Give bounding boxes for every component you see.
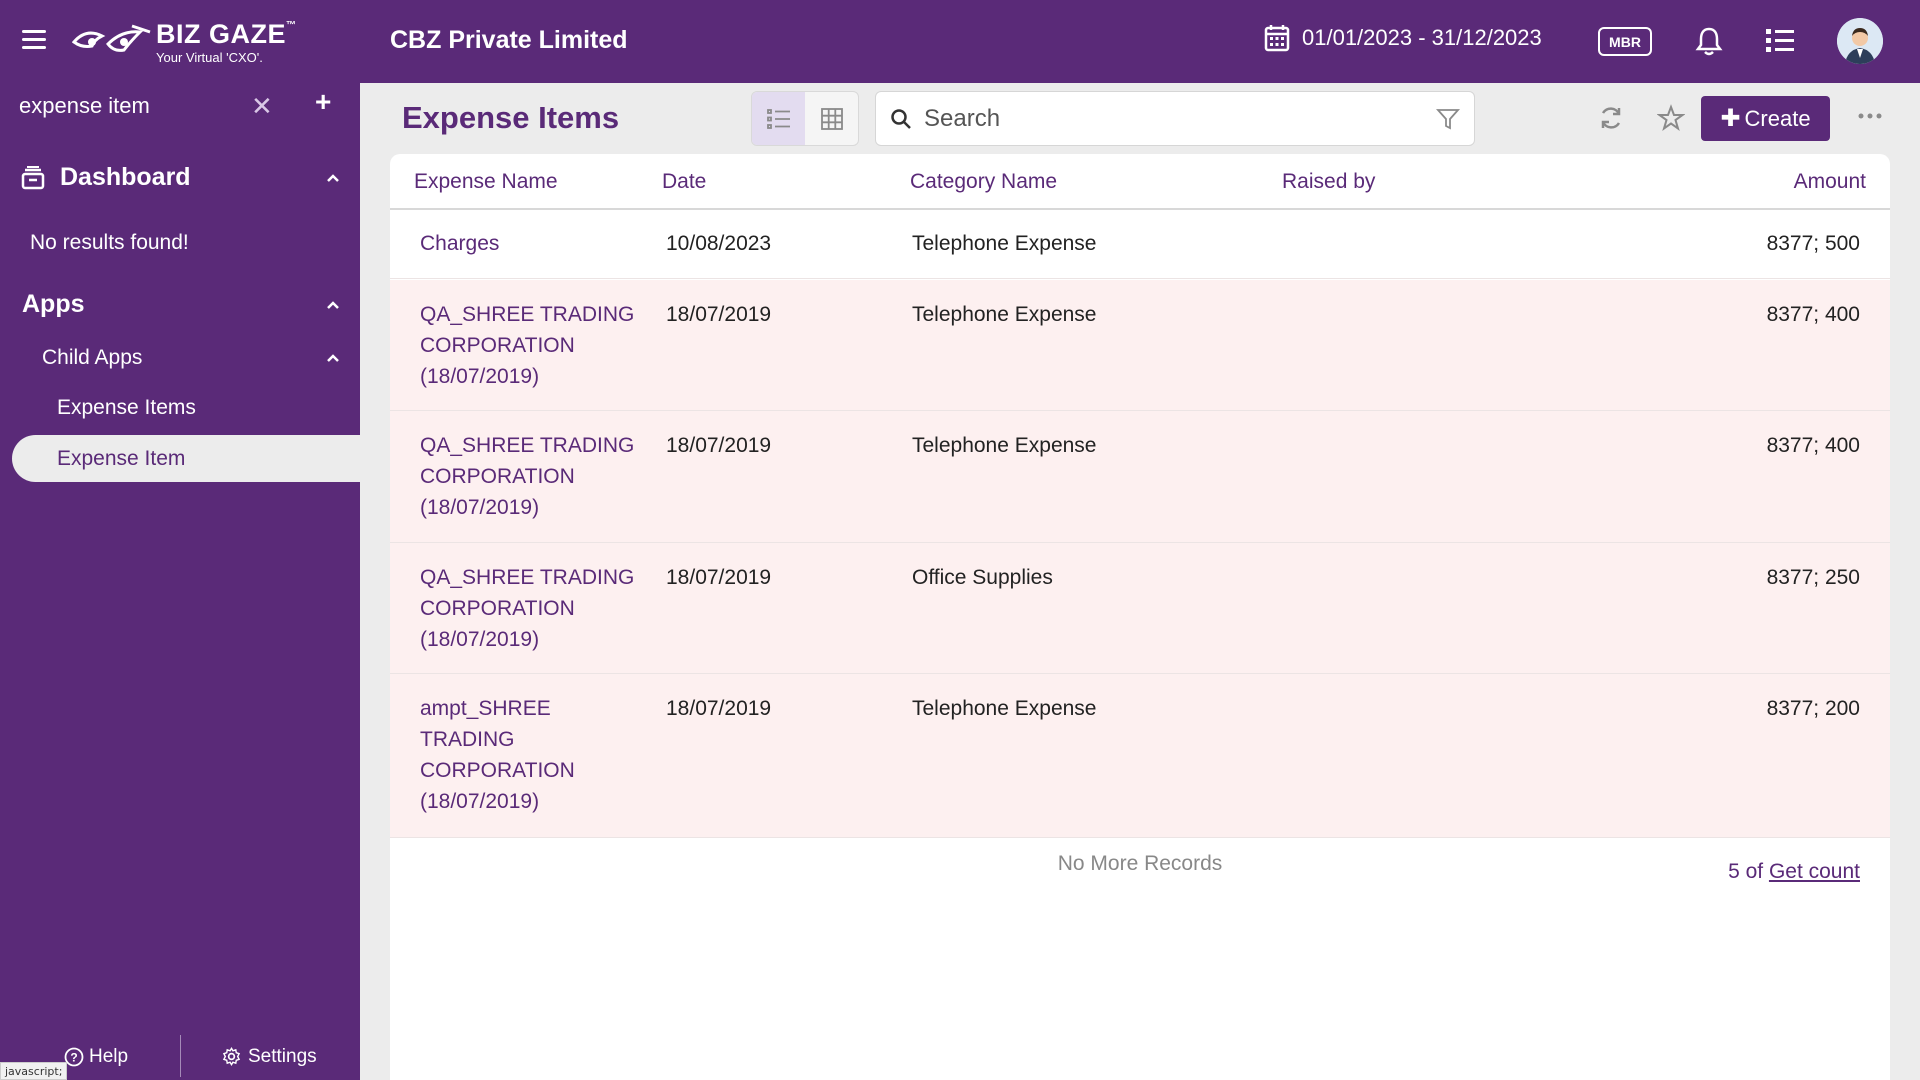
refresh-icon[interactable]	[1598, 105, 1624, 136]
company-name[interactable]: CBZ Private Limited	[390, 26, 628, 54]
hamburger-menu-icon[interactable]	[22, 28, 48, 50]
table-row[interactable]: QA_SHREE TRADING CORPORATION (18/07/2019…	[390, 543, 1890, 674]
chevron-up-icon[interactable]	[326, 353, 340, 363]
column-header-raised-by[interactable]: Raised by	[1282, 170, 1376, 193]
footer-divider	[180, 1035, 181, 1077]
plus-icon: ✚	[1720, 105, 1741, 132]
child-apps-label: Child Apps	[42, 346, 143, 369]
table-row[interactable]: Charges 10/08/2023 Telephone Expense 837…	[390, 211, 1890, 279]
amount-cell: 8377; 400	[1766, 303, 1860, 326]
category-cell: Telephone Expense	[912, 303, 1097, 326]
search-bar	[875, 91, 1475, 146]
help-label: Help	[89, 1045, 129, 1067]
chevron-up-icon[interactable]	[326, 173, 340, 183]
user-profile-icon	[1837, 18, 1883, 64]
date-cell: 10/08/2023	[666, 232, 772, 255]
filter-icon[interactable]	[1436, 107, 1460, 131]
gear-icon	[222, 1047, 241, 1066]
count-prefix: 5 of	[1728, 860, 1764, 883]
bizgaze-logo[interactable]: BIZ GAZE™ Your Virtual 'CXO'.	[72, 16, 297, 68]
settings-link[interactable]: Settings	[222, 1046, 317, 1068]
date-range-picker[interactable]: 01/01/2023 - 31/12/2023	[1264, 24, 1542, 52]
column-header-amount[interactable]: Amount	[1793, 170, 1866, 193]
top-header: BIZ GAZE™ Your Virtual 'CXO'. CBZ Privat…	[0, 0, 1920, 83]
add-icon[interactable]: +	[315, 86, 332, 117]
category-cell: Office Supplies	[912, 566, 1053, 589]
apps-label: Apps	[22, 290, 85, 318]
list-view-button[interactable]	[752, 92, 805, 145]
page-title: Expense Items	[402, 100, 620, 135]
help-circle-icon: ?	[64, 1047, 84, 1066]
column-header-expense-name[interactable]: Expense Name	[414, 170, 558, 193]
expense-name-cell[interactable]: QA_SHREE TRADING CORPORATION (18/07/2019…	[420, 303, 635, 388]
date-range-text: 01/01/2023 - 31/12/2023	[1302, 25, 1542, 50]
logo-trademark: ™	[286, 19, 297, 31]
logo-owl-icon	[72, 24, 151, 52]
more-options-icon[interactable]	[1858, 107, 1882, 125]
logo-tagline: Your Virtual 'CXO'.	[156, 49, 263, 65]
help-link[interactable]: ? Help	[64, 1046, 128, 1068]
chevron-up-icon[interactable]	[326, 300, 340, 310]
list-view-icon	[766, 108, 790, 129]
grid-view-button[interactable]	[805, 92, 858, 145]
browser-status-text: javascript;	[0, 1062, 68, 1080]
table-row[interactable]: ampt_SHREE TRADING CORPORATION (18/07/20…	[390, 674, 1890, 838]
get-count-link[interactable]: Get count	[1768, 860, 1860, 883]
table-row[interactable]: QA_SHREE TRADING CORPORATION (18/07/2019…	[390, 280, 1890, 411]
table-row[interactable]: QA_SHREE TRADING CORPORATION (18/07/2019…	[390, 411, 1890, 543]
no-results-text: No results found!	[30, 231, 189, 254]
task-list-icon[interactable]	[1766, 28, 1794, 59]
table-header: Expense Name Date Category Name Raised b…	[390, 154, 1890, 210]
date-cell: 18/07/2019	[666, 434, 772, 457]
dashboard-label: Dashboard	[60, 163, 191, 191]
record-count: 5 of Get count	[1728, 860, 1860, 884]
calendar-icon	[1264, 25, 1290, 52]
svg-text:?: ?	[70, 1050, 77, 1064]
amount-cell: 8377; 400	[1766, 434, 1860, 457]
amount-cell: 8377; 250	[1766, 566, 1860, 589]
category-cell: Telephone Expense	[912, 434, 1097, 457]
view-toggle	[751, 91, 859, 146]
category-cell: Telephone Expense	[912, 232, 1097, 255]
expense-name-cell[interactable]: QA_SHREE TRADING CORPORATION (18/07/2019…	[420, 434, 635, 519]
date-cell: 18/07/2019	[666, 303, 772, 326]
clear-search-icon[interactable]: ✕	[251, 91, 273, 121]
create-button[interactable]: ✚ Create	[1701, 96, 1830, 141]
search-input[interactable]	[924, 104, 1436, 133]
expense-items-table: Expense Name Date Category Name Raised b…	[390, 154, 1890, 1080]
main-content: Expense Items	[360, 83, 1920, 1080]
column-header-category-name[interactable]: Category Name	[910, 170, 1058, 193]
dashboard-tray-icon	[21, 165, 45, 189]
category-cell: Telephone Expense	[912, 697, 1097, 720]
expense-name-cell[interactable]: Charges	[420, 232, 500, 255]
sidebar-footer: ? Help Settings	[0, 1033, 360, 1080]
no-more-records-text: No More Records	[1057, 852, 1223, 875]
user-avatar[interactable]	[1837, 18, 1883, 64]
settings-label: Settings	[248, 1045, 317, 1067]
grid-view-icon	[820, 107, 843, 130]
notification-bell-icon[interactable]	[1695, 26, 1723, 61]
sidebar-item-child-apps[interactable]: Child Apps	[42, 346, 340, 370]
sidebar-item-apps[interactable]: Apps	[22, 290, 340, 319]
sidebar-search-input[interactable]: expense item	[19, 93, 150, 118]
expense-name-cell[interactable]: ampt_SHREE TRADING CORPORATION (18/07/20…	[420, 697, 575, 813]
logo-name: BIZ GAZE	[156, 18, 286, 49]
sidebar-item-expense-items[interactable]: Expense Items	[57, 396, 196, 419]
sidebar-item-expense-item[interactable]: Expense Item	[12, 435, 360, 482]
date-cell: 18/07/2019	[666, 566, 772, 589]
column-header-date[interactable]: Date	[662, 170, 707, 193]
amount-cell: 8377; 200	[1766, 697, 1860, 720]
sidebar-item-dashboard[interactable]: Dashboard	[20, 163, 340, 192]
create-label: Create	[1744, 105, 1811, 131]
date-cell: 18/07/2019	[666, 697, 772, 720]
expense-name-cell[interactable]: QA_SHREE TRADING CORPORATION (18/07/2019…	[420, 566, 635, 651]
star-icon[interactable]	[1656, 104, 1686, 137]
sidebar: expense item ✕ + Dashboard No results fo…	[0, 83, 360, 1080]
amount-cell: 8377; 500	[1766, 232, 1860, 255]
search-icon	[891, 108, 911, 129]
mbr-button[interactable]: MBR	[1598, 27, 1652, 56]
